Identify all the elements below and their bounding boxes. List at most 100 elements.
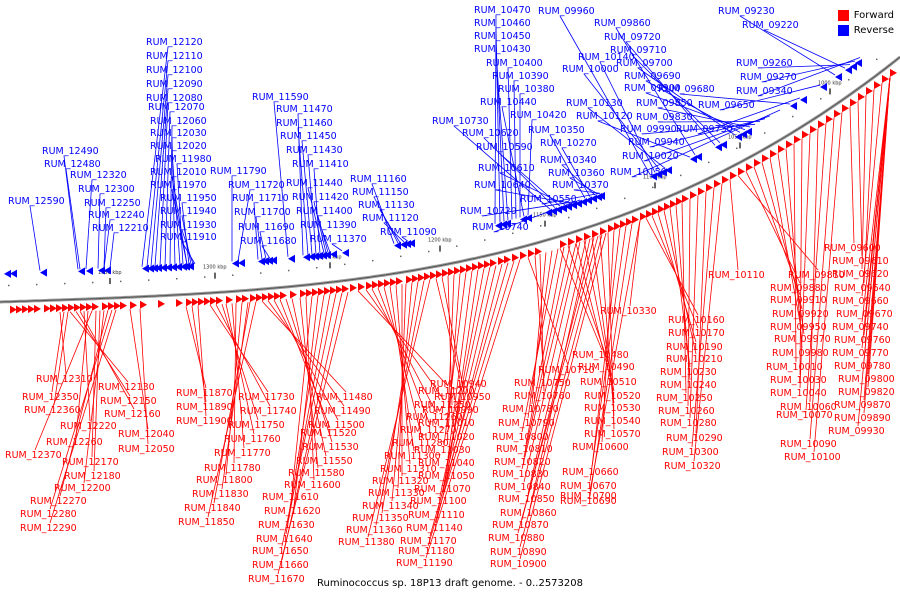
forward-gene-label: RUM_11170 <box>400 536 457 547</box>
forward-gene-label: RUM_10250 <box>656 393 713 404</box>
reverse-leader-line <box>65 168 81 270</box>
forward-leader-line <box>34 310 93 451</box>
reverse-swatch <box>837 25 849 36</box>
reverse-gene-arrow <box>155 264 162 273</box>
forward-gene-arrow <box>498 257 505 266</box>
tick-label: 1000 kbp <box>818 80 842 86</box>
forward-gene-label: RUM_11670 <box>248 574 305 585</box>
reverse-gene-arrow <box>40 268 47 277</box>
forward-gene-label: RUM_09870 <box>834 400 891 411</box>
reverse-gene-label: RUM_09230 <box>718 6 775 17</box>
reverse-gene-arrow <box>342 248 349 257</box>
forward-gene-label: RUM_09890 <box>834 413 891 424</box>
forward-gene-arrow <box>698 187 705 196</box>
reverse-gene-label: RUM_12490 <box>42 146 99 157</box>
legend-item-forward: Forward <box>837 8 894 23</box>
reverse-gene-label: RUM_11700 <box>234 207 291 218</box>
reverse-gene-label: RUM_09940 <box>628 137 685 148</box>
reverse-gene-arrow <box>560 204 567 213</box>
forward-gene-label: RUM_11180 <box>398 546 455 557</box>
forward-leader-line <box>559 248 603 351</box>
forward-gene-label: RUM_09610 <box>832 256 889 267</box>
forward-gene-label: RUM_10940 <box>430 379 487 390</box>
forward-leader-line <box>799 133 811 389</box>
forward-leader-line <box>589 223 633 497</box>
scale-dot <box>232 274 234 276</box>
forward-gene-arrow <box>330 286 337 295</box>
reverse-gene-label: RUM_11450 <box>280 131 337 142</box>
forward-gene-label: RUM_09780 <box>834 361 891 372</box>
reverse-gene-label: RUM_11430 <box>286 145 343 156</box>
forward-leader-line <box>233 303 237 464</box>
reverse-gene-label: RUM_11940 <box>160 206 217 217</box>
forward-leader-line <box>793 143 797 363</box>
scale-dot <box>848 79 850 81</box>
reverse-leader-line <box>697 97 801 135</box>
forward-gene-label: RUM_10480 <box>572 350 629 361</box>
scale-dot <box>456 245 458 247</box>
forward-gene-arrow <box>676 197 683 206</box>
forward-leader-line <box>663 210 697 355</box>
forward-gene-label: RUM_10170 <box>668 328 725 339</box>
forward-gene-arrow <box>28 305 35 314</box>
scale-dot <box>400 255 402 258</box>
reverse-gene-label: RUM_12110 <box>146 51 203 62</box>
forward-gene-label: RUM_09810 <box>788 270 845 281</box>
reverse-leader-line <box>301 140 313 255</box>
forward-gene-arrow <box>504 255 511 264</box>
forward-gene-arrow <box>384 279 391 288</box>
tick-label: 1300 kbp <box>203 265 227 271</box>
forward-leader-line <box>799 138 803 376</box>
forward-gene-label: RUM_11620 <box>264 506 321 517</box>
reverse-gene-arrow <box>238 259 245 268</box>
reverse-gene-arrow <box>690 155 697 164</box>
reverse-leader-line <box>501 106 525 217</box>
forward-gene-arrow <box>620 220 627 229</box>
forward-gene-arrow <box>850 98 857 107</box>
forward-gene-label: RUM_10030 <box>770 375 827 386</box>
reverse-leader-line <box>259 231 267 259</box>
forward-gene-arrow <box>176 298 183 307</box>
forward-gene-label: RUM_09660 <box>832 296 889 307</box>
reverse-leader-line <box>109 232 115 269</box>
forward-gene-arrow <box>280 291 287 300</box>
scale-dot <box>652 186 654 189</box>
forward-gene-arrow <box>198 297 205 306</box>
reverse-leader-line <box>494 14 497 224</box>
reverse-gene-label: RUM_10610 <box>478 163 535 174</box>
reverse-gene-label: RUM_11410 <box>292 159 349 170</box>
forward-leader-line <box>517 235 599 534</box>
reverse-leader-line <box>573 189 601 194</box>
forward-gene-label: RUM_10060 <box>780 402 837 413</box>
forward-gene-label: RUM_10210 <box>666 354 723 365</box>
reverse-gene-label: RUM_12300 <box>78 184 135 195</box>
forward-gene-arrow <box>670 200 677 209</box>
forward-leader-line <box>525 246 565 445</box>
forward-leader-line <box>529 238 591 509</box>
forward-leader-line <box>675 205 691 381</box>
forward-leader-line <box>427 260 515 547</box>
forward-gene-label: RUM_11610 <box>262 492 319 503</box>
reverse-leader-line <box>164 111 171 266</box>
forward-gene-arrow <box>216 296 223 305</box>
forward-gene-arrow <box>68 303 75 312</box>
reverse-gene-label: RUM_12070 <box>148 102 205 113</box>
reverse-gene-label: RUM_12030 <box>150 128 207 139</box>
reverse-gene-arrow <box>495 221 502 230</box>
reverse-leader-line <box>379 209 401 243</box>
forward-leader-line <box>215 304 271 407</box>
reverse-leader-line <box>181 229 194 265</box>
forward-gene-label: RUM_10760 <box>514 391 571 402</box>
reverse-leader-line <box>495 53 509 221</box>
forward-gene-label: RUM_11350 <box>352 513 409 524</box>
reverse-gene-arrow <box>165 263 172 272</box>
reverse-gene-label: RUM_11590 <box>252 92 309 103</box>
reverse-gene-label: RUM_11910 <box>160 232 217 243</box>
forward-gene-label: RUM_10320 <box>664 461 721 472</box>
reverse-gene-arrow <box>160 263 167 272</box>
forward-gene-label: RUM_12350 <box>22 392 79 403</box>
scale-dot <box>736 147 738 150</box>
forward-gene-arrow <box>652 207 659 216</box>
forward-gene-arrow <box>242 294 249 303</box>
forward-gene-arrow <box>424 272 431 281</box>
